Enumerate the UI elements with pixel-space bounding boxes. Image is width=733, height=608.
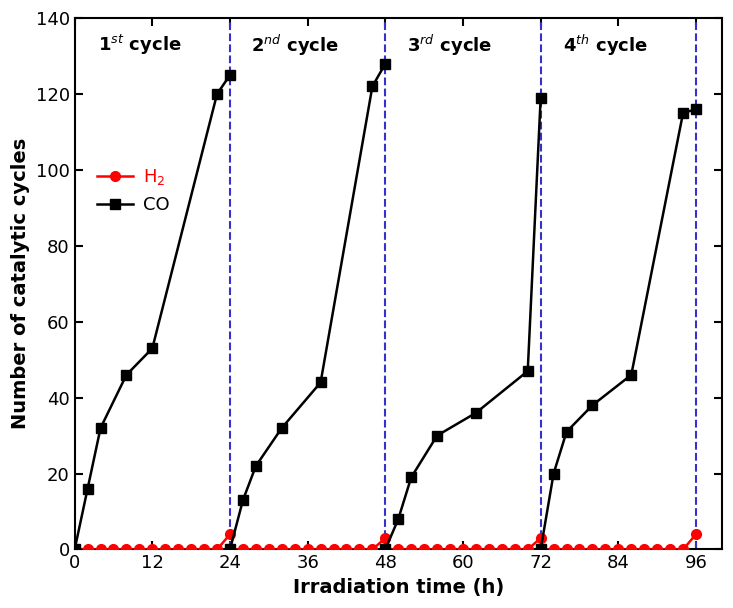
CO <box>96 424 105 432</box>
X-axis label: Irradiation time (h): Irradiation time (h) <box>292 578 504 597</box>
CO <box>226 71 235 78</box>
CO <box>84 485 92 492</box>
H$_2$ <box>96 546 105 553</box>
CO <box>122 371 130 379</box>
H$_2$ <box>70 546 79 553</box>
CO <box>213 91 221 98</box>
H$_2$ <box>84 546 92 553</box>
H$_2$ <box>109 546 118 553</box>
H$_2$ <box>199 546 208 553</box>
CO <box>148 345 157 352</box>
H$_2$ <box>161 546 169 553</box>
Text: 4$^{th}$ cycle: 4$^{th}$ cycle <box>563 33 648 58</box>
Text: 3$^{rd}$ cycle: 3$^{rd}$ cycle <box>408 33 493 58</box>
H$_2$ <box>135 546 144 553</box>
H$_2$ <box>187 546 196 553</box>
H$_2$ <box>122 546 130 553</box>
CO <box>70 546 79 553</box>
H$_2$ <box>148 546 157 553</box>
H$_2$ <box>213 546 221 553</box>
Text: 1$^{st}$ cycle: 1$^{st}$ cycle <box>97 33 181 57</box>
H$_2$ <box>226 531 235 538</box>
Line: H$_2$: H$_2$ <box>70 530 235 554</box>
Y-axis label: Number of catalytic cycles: Number of catalytic cycles <box>11 138 30 429</box>
Legend: H$_2$, CO: H$_2$, CO <box>90 160 177 221</box>
Line: CO: CO <box>70 70 235 554</box>
H$_2$ <box>174 546 183 553</box>
Text: 2$^{nd}$ cycle: 2$^{nd}$ cycle <box>251 33 339 58</box>
